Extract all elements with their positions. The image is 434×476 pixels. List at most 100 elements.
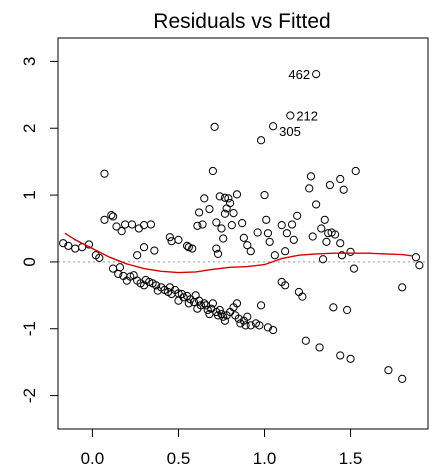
data-point <box>232 299 242 308</box>
data-point <box>146 220 156 229</box>
data-point <box>277 277 286 287</box>
data-point <box>215 305 224 315</box>
data-point <box>282 229 291 238</box>
data-point <box>306 172 316 181</box>
data-point <box>265 237 274 246</box>
data-point <box>246 247 255 256</box>
data-point <box>256 301 266 310</box>
data-point <box>215 192 224 201</box>
smooth-line <box>64 232 413 274</box>
data-point <box>71 244 80 253</box>
data-point <box>220 316 230 325</box>
data-point <box>107 211 116 220</box>
data-point <box>270 251 279 260</box>
data-point <box>260 190 269 200</box>
data-point <box>193 304 202 313</box>
data-point <box>243 241 252 250</box>
data-point <box>208 166 217 176</box>
data-point <box>336 351 345 360</box>
data-point <box>64 241 73 250</box>
data-point <box>269 122 278 131</box>
data-point <box>229 209 238 218</box>
chart-title: Residuals vs Fitted <box>153 10 330 33</box>
data-point <box>145 277 154 287</box>
data-point <box>151 281 161 290</box>
data-point <box>184 299 193 308</box>
data-point <box>315 343 324 352</box>
data-point <box>200 299 209 308</box>
data-point <box>100 169 109 178</box>
data-point <box>281 247 290 256</box>
data-point <box>398 283 407 292</box>
data-point <box>238 219 247 228</box>
data-point <box>312 69 321 79</box>
data-point <box>117 227 126 236</box>
data-point <box>188 244 197 253</box>
data-point <box>298 292 307 301</box>
data-point <box>174 235 183 244</box>
data-point <box>312 200 321 209</box>
data-point <box>269 325 278 335</box>
y-tick-label: -1 <box>20 321 39 336</box>
data-point <box>246 321 255 330</box>
data-point <box>256 136 266 145</box>
data-point <box>224 194 233 203</box>
data-point <box>174 296 183 305</box>
data-point <box>205 205 214 214</box>
data-point <box>193 221 202 230</box>
data-point <box>339 185 348 194</box>
data-point <box>108 212 118 221</box>
data-point <box>126 272 135 281</box>
data-point <box>277 221 286 230</box>
data-point <box>59 239 68 248</box>
data-point <box>203 305 212 315</box>
data-point <box>165 233 174 242</box>
data-point <box>384 366 393 375</box>
data-point <box>415 261 424 270</box>
x-tick-label: 1.5 <box>339 449 363 468</box>
data-point <box>336 239 345 248</box>
data-point <box>121 220 130 229</box>
data-point <box>255 321 264 330</box>
data-point <box>263 229 273 238</box>
data-point <box>346 354 355 363</box>
data-point <box>239 233 248 242</box>
data-point <box>320 215 329 224</box>
y-tick-label: -2 <box>20 388 39 403</box>
y-tick-label: 2 <box>20 123 39 132</box>
data-point <box>317 224 326 233</box>
data-point <box>213 311 223 320</box>
data-point <box>343 305 352 315</box>
data-point <box>232 190 242 199</box>
x-tick-label: 0.0 <box>81 449 105 468</box>
data-point <box>234 314 243 323</box>
data-point <box>219 312 228 321</box>
data-point <box>293 211 302 220</box>
data-point <box>134 224 143 233</box>
data-point <box>262 215 271 224</box>
data-point <box>139 221 149 230</box>
data-point <box>325 180 335 190</box>
data-point <box>95 253 104 262</box>
data-point <box>253 228 262 237</box>
data-point <box>195 296 204 305</box>
data-point <box>213 249 223 258</box>
data-point <box>182 241 192 250</box>
data-point <box>212 218 221 227</box>
data-point <box>305 184 314 193</box>
data-point <box>198 220 207 229</box>
data-point <box>411 253 421 262</box>
data-point <box>112 222 121 231</box>
data-point <box>349 264 359 273</box>
data-point <box>127 220 137 229</box>
point-layer <box>59 69 424 383</box>
point-label: 305 <box>279 124 301 139</box>
data-point <box>205 309 214 319</box>
data-point <box>398 374 407 383</box>
data-point <box>200 194 209 203</box>
data-point <box>133 251 142 260</box>
y-tick-label: 0 <box>20 257 39 266</box>
data-point <box>100 215 109 224</box>
data-point <box>346 247 355 256</box>
